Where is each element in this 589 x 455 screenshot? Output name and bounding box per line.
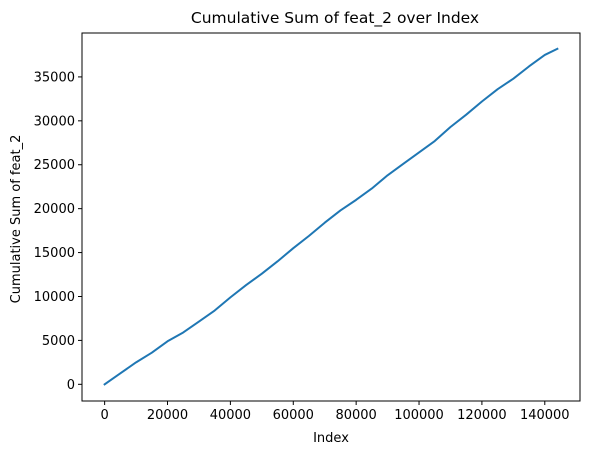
y-tick-label: 5000: [42, 334, 75, 349]
y-tick-label: 25000: [34, 158, 75, 173]
x-tick-label: 60000: [273, 408, 314, 423]
y-tick-label: 0: [67, 378, 75, 393]
y-tick-label: 15000: [34, 246, 75, 261]
y-tick-label: 10000: [34, 290, 75, 305]
x-axis-label: Index: [313, 431, 349, 446]
x-tick-label: 100000: [394, 408, 444, 423]
y-axis-label: Cumulative Sum of feat_2: [9, 135, 24, 304]
chart-title: Cumulative Sum of feat_2 over Index: [191, 9, 479, 28]
y-tick-label: 30000: [34, 114, 75, 129]
y-tick-label: 20000: [34, 202, 75, 217]
x-tick-label: 0: [100, 408, 108, 423]
x-tick-label: 140000: [520, 408, 570, 423]
y-tick-label: 35000: [34, 70, 75, 85]
x-tick-label: 20000: [147, 408, 188, 423]
x-tick-label: 40000: [210, 408, 251, 423]
x-tick-label: 120000: [457, 408, 507, 423]
x-tick-label: 80000: [335, 408, 376, 423]
